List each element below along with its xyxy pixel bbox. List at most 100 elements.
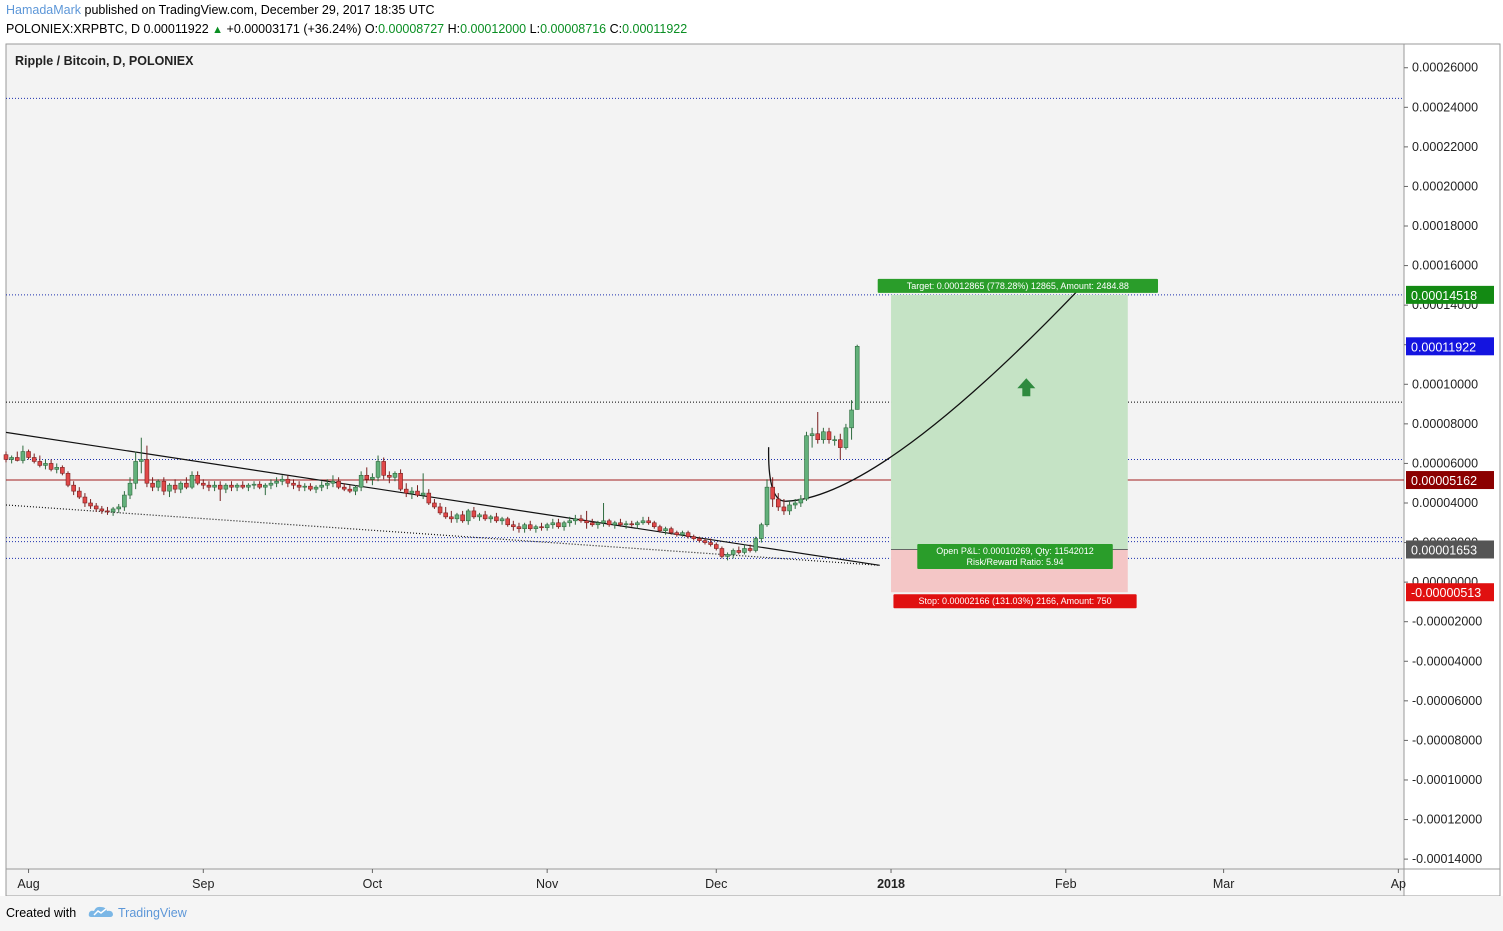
candle-body[interactable] — [274, 480, 279, 484]
arrow-up-icon[interactable] — [1017, 378, 1036, 397]
candle-body[interactable] — [471, 510, 477, 518]
candle-body[interactable] — [832, 439, 837, 441]
candle-body[interactable] — [167, 484, 172, 492]
candle-body[interactable] — [849, 409, 854, 429]
candle-body[interactable] — [234, 484, 240, 488]
candle-body[interactable] — [567, 520, 572, 524]
candle-body[interactable] — [387, 474, 392, 478]
candle-body[interactable] — [714, 544, 719, 549]
candle-body[interactable] — [229, 484, 234, 488]
candle-body[interactable] — [454, 514, 460, 520]
candle-body[interactable] — [804, 435, 809, 500]
candle-body[interactable] — [663, 528, 668, 531]
candle-body[interactable] — [719, 548, 725, 557]
pnl-label[interactable]: Open P&L: 0.00010269, Qty: 11542012Risk/… — [917, 543, 1113, 569]
candle-body[interactable] — [674, 532, 680, 535]
candle-body[interactable] — [279, 478, 285, 482]
candle-body[interactable] — [88, 502, 93, 507]
candle-body[interactable] — [392, 473, 398, 478]
candle-body[interactable] — [426, 492, 432, 504]
candle-body[interactable] — [212, 484, 217, 488]
candle-body[interactable] — [494, 516, 499, 522]
candle-body[interactable] — [93, 505, 99, 510]
candle-body[interactable] — [364, 474, 370, 480]
candle-body[interactable] — [330, 480, 336, 484]
candle-body[interactable] — [595, 522, 601, 526]
candle-body[interactable] — [432, 502, 437, 508]
trendline[interactable] — [5, 431, 880, 566]
candle-body[interactable] — [747, 548, 753, 551]
candle-body[interactable] — [3, 454, 9, 460]
candle-body[interactable] — [516, 526, 522, 530]
candle-body[interactable] — [787, 504, 792, 512]
candle-body[interactable] — [544, 524, 550, 529]
candle-body[interactable] — [77, 490, 82, 498]
candle-body[interactable] — [122, 494, 127, 508]
candle-body[interactable] — [781, 506, 787, 512]
price-axis[interactable] — [1403, 43, 1501, 870]
candle-body[interactable] — [308, 485, 313, 490]
candle-body[interactable] — [144, 459, 150, 484]
tradingview-link[interactable]: TradingView — [118, 906, 187, 920]
candle-body[interactable] — [240, 484, 246, 488]
candle-body[interactable] — [20, 451, 26, 461]
candle-body[interactable] — [635, 522, 640, 526]
candle-body[interactable] — [759, 524, 764, 539]
candle-body[interactable] — [420, 492, 426, 496]
candle-body[interactable] — [268, 482, 274, 486]
candle-body[interactable] — [838, 439, 843, 448]
candle-body[interactable] — [505, 518, 510, 526]
candle-body[interactable] — [127, 482, 133, 496]
price-chart[interactable]: Target: 0.00012865 (778.28%) 12865, Amou… — [0, 0, 1503, 896]
candle-body[interactable] — [370, 476, 375, 480]
trendline[interactable] — [5, 504, 880, 566]
candle-body[interactable] — [257, 483, 262, 488]
candle-body[interactable] — [527, 524, 533, 530]
candle-body[interactable] — [725, 554, 730, 557]
candle-body[interactable] — [668, 528, 674, 533]
candle-body[interactable] — [201, 482, 206, 486]
author-link[interactable]: HamadaMark — [6, 3, 82, 17]
candle-body[interactable] — [511, 524, 516, 528]
candle-body[interactable] — [770, 486, 775, 500]
candle-body[interactable] — [488, 516, 494, 520]
candle-body[interactable] — [302, 485, 308, 488]
candle-body[interactable] — [826, 431, 832, 440]
candle-body[interactable] — [815, 433, 821, 440]
candle-body[interactable] — [319, 484, 324, 488]
candle-body[interactable] — [15, 457, 20, 461]
candle-body[interactable] — [776, 498, 781, 508]
candle-body[interactable] — [584, 520, 589, 524]
candle-body[interactable] — [189, 474, 195, 488]
candle-body[interactable] — [313, 486, 319, 490]
candle-body[interactable] — [601, 520, 606, 524]
price-label[interactable]: 0.00001653 — [1411, 543, 1477, 557]
candle-body[interactable] — [105, 510, 110, 513]
candle-body[interactable] — [843, 427, 849, 448]
candle-body[interactable] — [533, 526, 539, 530]
candle-body[interactable] — [685, 532, 691, 537]
candle-body[interactable] — [702, 540, 708, 543]
candle-body[interactable] — [409, 490, 415, 494]
candle-body[interactable] — [578, 518, 584, 522]
profit-zone[interactable] — [891, 294, 1128, 550]
plot-area[interactable] — [5, 43, 1405, 870]
candle-body[interactable] — [291, 482, 296, 486]
candle-body[interactable] — [708, 542, 713, 545]
candle-body[interactable] — [178, 482, 184, 490]
candle-body[interactable] — [550, 522, 556, 526]
candle-body[interactable] — [139, 459, 144, 462]
candle-body[interactable] — [809, 433, 815, 437]
price-label[interactable]: 0.00014518 — [1411, 289, 1477, 303]
candle-body[interactable] — [449, 516, 454, 520]
candle-body[interactable] — [375, 461, 381, 478]
candle-body[interactable] — [217, 484, 223, 490]
candle-body[interactable] — [499, 518, 505, 522]
candle-body[interactable] — [65, 473, 71, 486]
tradingview-cloud-icon[interactable] — [88, 904, 114, 920]
candle-body[interactable] — [285, 478, 291, 484]
candle-body[interactable] — [821, 431, 826, 440]
candle-body[interactable] — [99, 508, 105, 512]
candle-body[interactable] — [358, 474, 364, 488]
candle-body[interactable] — [43, 463, 48, 466]
